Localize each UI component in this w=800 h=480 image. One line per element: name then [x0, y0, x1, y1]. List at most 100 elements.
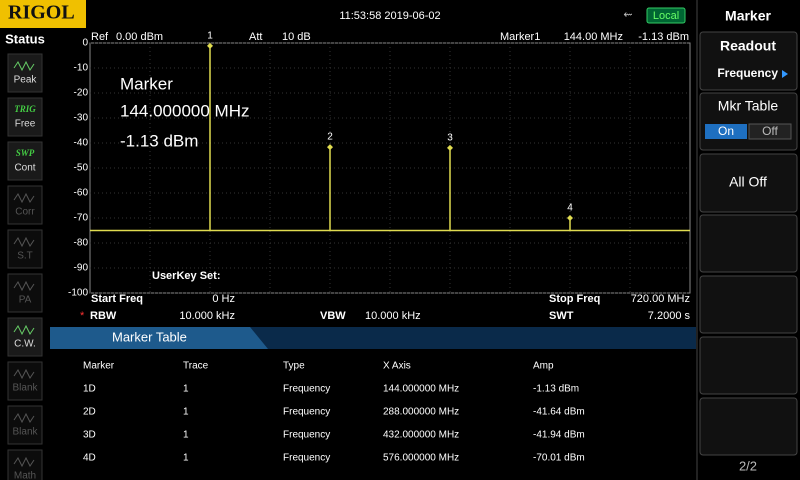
table-cell: 4D: [83, 453, 96, 464]
y-tick-label: -50: [74, 163, 89, 174]
local-button[interactable]: [646, 7, 686, 24]
swt-label: SWT: [549, 310, 574, 322]
table-cell: -1.13 dBm: [533, 384, 579, 395]
table-cell: 432.000000 MHz: [383, 430, 459, 441]
all-off-button: All Off: [729, 174, 767, 190]
vbw-label: VBW: [320, 310, 346, 322]
marker-freq: 144.00 MHz: [564, 31, 623, 43]
marker-diamond: [447, 144, 453, 151]
menu-button[interactable]: [699, 214, 798, 273]
marker-diamond: [567, 215, 573, 222]
status-label: S.T: [17, 251, 33, 262]
table-cell: Frequency: [283, 384, 330, 395]
readout-value: Frequency: [717, 66, 778, 80]
y-tick-label: -100: [68, 288, 88, 299]
status-tag: TRIG: [14, 104, 36, 114]
status-label: PA: [19, 295, 32, 306]
menu-button[interactable]: [699, 31, 798, 91]
off-toggle[interactable]: [748, 123, 792, 140]
start-value: 0 Hz: [212, 293, 235, 305]
stop-value: 720.00 MHz: [631, 293, 690, 305]
status-icon-box: [7, 361, 43, 401]
status-icon: [13, 412, 35, 424]
y-tick-label: -20: [74, 88, 89, 99]
table-cell: 288.000000 MHz: [383, 407, 459, 418]
on-toggle[interactable]: [705, 124, 747, 139]
readout-amp: -1.13 dBm: [120, 131, 198, 150]
status-icon: [13, 60, 35, 72]
readout-arrow: [782, 70, 788, 78]
stop-label: Stop Freq: [549, 293, 600, 305]
table-cell: 576.000000 MHz: [383, 453, 459, 464]
status-icon-box: [7, 141, 43, 181]
column-header: Trace: [183, 361, 209, 372]
table-cell: 1D: [83, 384, 96, 395]
readout-freq: 144.000000 MHz: [120, 101, 249, 120]
status-label: C.W.: [14, 339, 36, 350]
status-icon: [13, 324, 35, 336]
column-header: Amp: [533, 361, 554, 372]
status-icon-box: [7, 97, 43, 137]
table-cell: Frequency: [283, 453, 330, 464]
ref-label: Ref: [91, 31, 109, 43]
y-tick-label: -60: [74, 188, 89, 199]
att-label: Att: [249, 31, 262, 43]
menu-button[interactable]: [699, 397, 798, 456]
marker-diamond: [207, 42, 213, 49]
status-label: Corr: [15, 207, 35, 218]
marker-diamond: [327, 144, 333, 151]
table-cell: 3D: [83, 430, 96, 441]
menu-page: 2/2: [739, 458, 757, 473]
column-header: Marker: [83, 361, 115, 372]
status-icon-box: [7, 229, 43, 269]
y-tick-label: -10: [74, 63, 89, 74]
brand: RIGOL: [8, 2, 75, 24]
table-cell: 1: [183, 384, 189, 395]
status-icon: [13, 236, 35, 248]
status-icon-box: [7, 185, 43, 225]
table-cell: -70.01 dBm: [533, 453, 585, 464]
table-cell: Frequency: [283, 430, 330, 441]
status-label: Peak: [14, 75, 38, 86]
ref-value: 0.00 dBm: [116, 31, 163, 43]
y-tick-label: -80: [74, 238, 89, 249]
status-title: Status: [5, 31, 45, 46]
status-icon-box: [7, 273, 43, 313]
y-tick-label: -70: [74, 213, 89, 224]
table-cell: 2D: [83, 407, 96, 418]
menu-button[interactable]: [699, 336, 798, 395]
menu-button[interactable]: [699, 153, 798, 213]
rbw-label: RBW: [90, 310, 117, 322]
menu-title: Marker: [725, 8, 771, 24]
y-tick-label: -30: [74, 113, 89, 124]
status-icon-box: [7, 53, 43, 93]
status-tag: SWP: [16, 148, 35, 158]
marker-label: Marker1: [500, 31, 540, 43]
rbw-asterisk: *: [80, 310, 85, 322]
marker-number: 4: [567, 203, 573, 214]
datetime: 11:53:58 2019-06-02: [339, 10, 440, 22]
status-icon-box: [7, 449, 43, 480]
table-title: Marker Table: [112, 329, 187, 344]
readout-button: Readout: [720, 38, 776, 54]
start-label: Start Freq: [91, 293, 143, 305]
menu-button[interactable]: [699, 275, 798, 334]
usb-icon: ⇜: [623, 9, 632, 21]
status-label: Free: [15, 119, 36, 130]
table-cell: -41.94 dBm: [533, 430, 585, 441]
table-cell: -41.64 dBm: [533, 407, 585, 418]
table-cell: 1: [183, 407, 189, 418]
table-cell: 1: [183, 430, 189, 441]
on-label: On: [718, 124, 734, 138]
userkey: UserKey Set:: [152, 270, 220, 282]
readout-title: Marker: [120, 74, 173, 93]
status-label: Blank: [12, 427, 38, 438]
marker-number: 3: [447, 132, 453, 143]
table-cell: Frequency: [283, 407, 330, 418]
marker-amp: -1.13 dBm: [638, 31, 689, 43]
status-icon: [13, 280, 35, 292]
y-tick-label: -90: [74, 263, 89, 274]
table-cell: 144.000000 MHz: [383, 384, 459, 395]
